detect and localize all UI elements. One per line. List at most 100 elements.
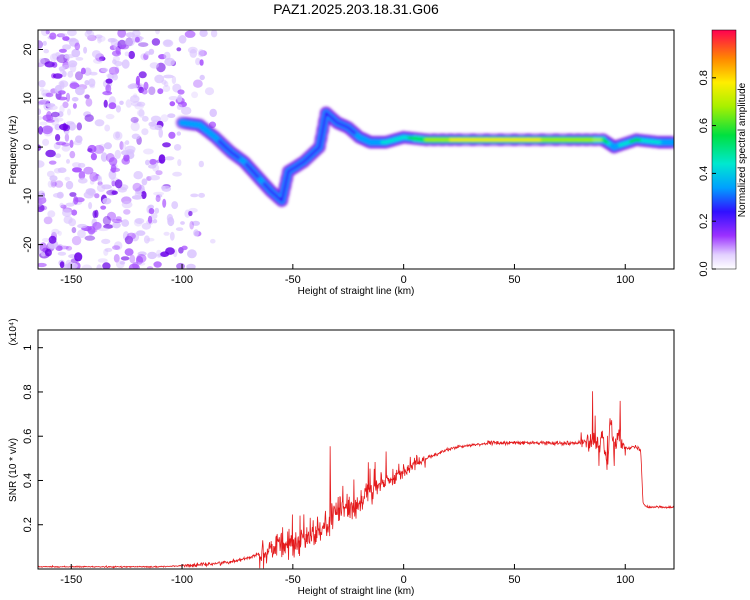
noise-speckle [116,260,125,269]
noise-speckle [191,220,200,226]
bottom-x-tick-label: 50 [508,574,520,586]
noise-speckle [71,209,78,216]
top-x-tick-label: -150 [60,274,82,286]
noise-speckle [78,171,86,180]
top-y-tick-label: -20 [22,237,34,253]
noise-speckle [38,126,43,135]
noise-speckle [195,57,201,66]
noise-speckle [153,191,165,196]
noise-speckle [109,167,121,173]
colorbar-tick-label: 0.4 [698,166,710,181]
noise-speckle [131,133,141,140]
noise-speckle [89,83,96,89]
noise-speckle [124,140,130,146]
noise-speckle [73,196,79,205]
noise-speckle [171,201,179,210]
noise-speckle [163,74,174,79]
bottom-y-multiplier: (x10⁴) [8,318,19,345]
noise-speckle [65,180,74,190]
noise-speckle [148,208,155,215]
noise-speckle [65,92,71,102]
colorbar-tick-label: 0.2 [698,214,710,229]
noise-speckle [65,245,73,251]
noise-speckle [97,36,102,44]
noise-speckle [50,179,57,188]
noise-speckle [41,252,46,257]
noise-speckle [168,131,176,139]
top-y-tick-label: -10 [22,188,34,204]
noise-speckle [38,108,42,115]
noise-speckle [112,55,120,63]
noise-speckle [63,215,73,224]
noise-speckle [143,148,154,155]
noise-speckle [57,230,62,236]
noise-speckle [186,263,196,269]
noise-speckle [44,248,52,257]
noise-speckle [76,122,83,131]
noise-speckle [173,144,182,151]
noise-speckle [47,180,54,188]
noise-speckle [163,51,171,61]
noise-speckle [71,235,82,246]
noise-speckle [96,264,103,269]
noise-speckle [163,39,172,46]
noise-speckle [102,262,111,269]
bottom-x-tick-label: -100 [171,574,193,586]
noise-speckle [199,30,208,37]
noise-speckle [102,197,112,205]
noise-speckle [89,71,98,76]
noise-speckle [90,152,97,161]
noise-speckle [198,192,206,198]
noise-speckle [64,133,70,142]
noise-speckle [58,32,68,37]
noise-speckle [71,97,79,102]
noise-speckle [51,181,58,187]
noise-speckle [38,190,46,199]
noise-speckle [124,37,135,47]
bottom-x-axis-label: Height of straight line (km) [298,586,415,597]
noise-speckle [61,144,71,152]
noise-speckle [172,171,183,177]
noise-speckle [106,211,117,221]
noise-speckle [62,208,72,217]
noise-speckle [119,141,124,150]
noise-speckle [143,235,150,244]
noise-speckle [177,89,185,95]
noise-speckle [49,53,58,62]
top-x-axis-label: Height of straight line (km) [298,286,415,297]
ridge-layer [175,106,674,208]
noise-speckle [199,59,204,66]
noise-speckle [187,249,197,259]
noise-speckle [141,128,149,136]
noise-speckle [94,34,103,39]
noise-speckle [169,231,175,241]
noise-speckle [134,218,145,224]
noise-speckle [161,185,172,192]
noise-speckle [93,144,105,154]
noise-speckle [94,119,105,127]
noise-speckle [133,218,143,227]
colorbar-label: Normalized spectral amplitude [737,82,748,217]
noise-speckle [97,35,106,42]
noise-speckle [111,180,116,187]
noise-speckle [112,221,121,229]
noise-speckle [42,138,50,146]
noise-speckle [156,159,163,164]
noise-speckle [121,200,133,209]
noise-speckle [45,149,56,158]
noise-speckle [147,215,153,224]
noise-speckle [188,210,193,217]
noise-speckle [66,159,70,164]
top-x-ticks: -150 -100 -50 0 50 100 [60,264,634,286]
noise-speckle [141,88,148,95]
noise-speckle [177,94,183,103]
noise-speckle [84,235,96,241]
noise-speckle [100,67,109,73]
noise-speckle [81,264,93,269]
noise-speckle [190,193,199,198]
noise-speckle [181,245,188,251]
noise-speckle [38,40,44,49]
noise-speckle [83,166,94,175]
noise-speckle [124,51,130,57]
noise-speckle [62,44,72,50]
